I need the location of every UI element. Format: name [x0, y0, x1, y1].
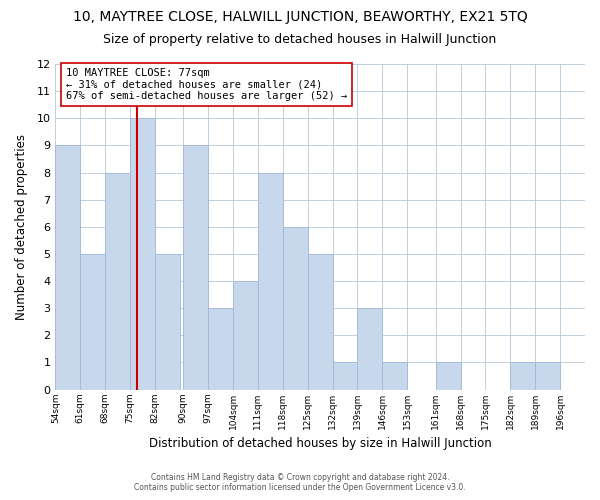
Bar [535, 362, 560, 390]
Bar [155, 254, 180, 390]
Bar [130, 118, 155, 390]
Text: Size of property relative to detached houses in Halwill Junction: Size of property relative to detached ho… [103, 32, 497, 46]
Bar [105, 172, 130, 390]
Text: 10 MAYTREE CLOSE: 77sqm
← 31% of detached houses are smaller (24)
67% of semi-de: 10 MAYTREE CLOSE: 77sqm ← 31% of detache… [66, 68, 347, 102]
Bar [80, 254, 105, 390]
Bar [358, 308, 382, 390]
X-axis label: Distribution of detached houses by size in Halwill Junction: Distribution of detached houses by size … [149, 437, 491, 450]
Bar [511, 362, 535, 390]
Bar [183, 146, 208, 390]
Bar [332, 362, 358, 390]
Bar [436, 362, 461, 390]
Bar [283, 227, 308, 390]
Bar [55, 146, 80, 390]
Text: 10, MAYTREE CLOSE, HALWILL JUNCTION, BEAWORTHY, EX21 5TQ: 10, MAYTREE CLOSE, HALWILL JUNCTION, BEA… [73, 10, 527, 24]
Bar [308, 254, 332, 390]
Bar [382, 362, 407, 390]
Bar [233, 281, 258, 390]
Bar [208, 308, 233, 390]
Text: Contains HM Land Registry data © Crown copyright and database right 2024.
Contai: Contains HM Land Registry data © Crown c… [134, 473, 466, 492]
Y-axis label: Number of detached properties: Number of detached properties [15, 134, 28, 320]
Bar [258, 172, 283, 390]
